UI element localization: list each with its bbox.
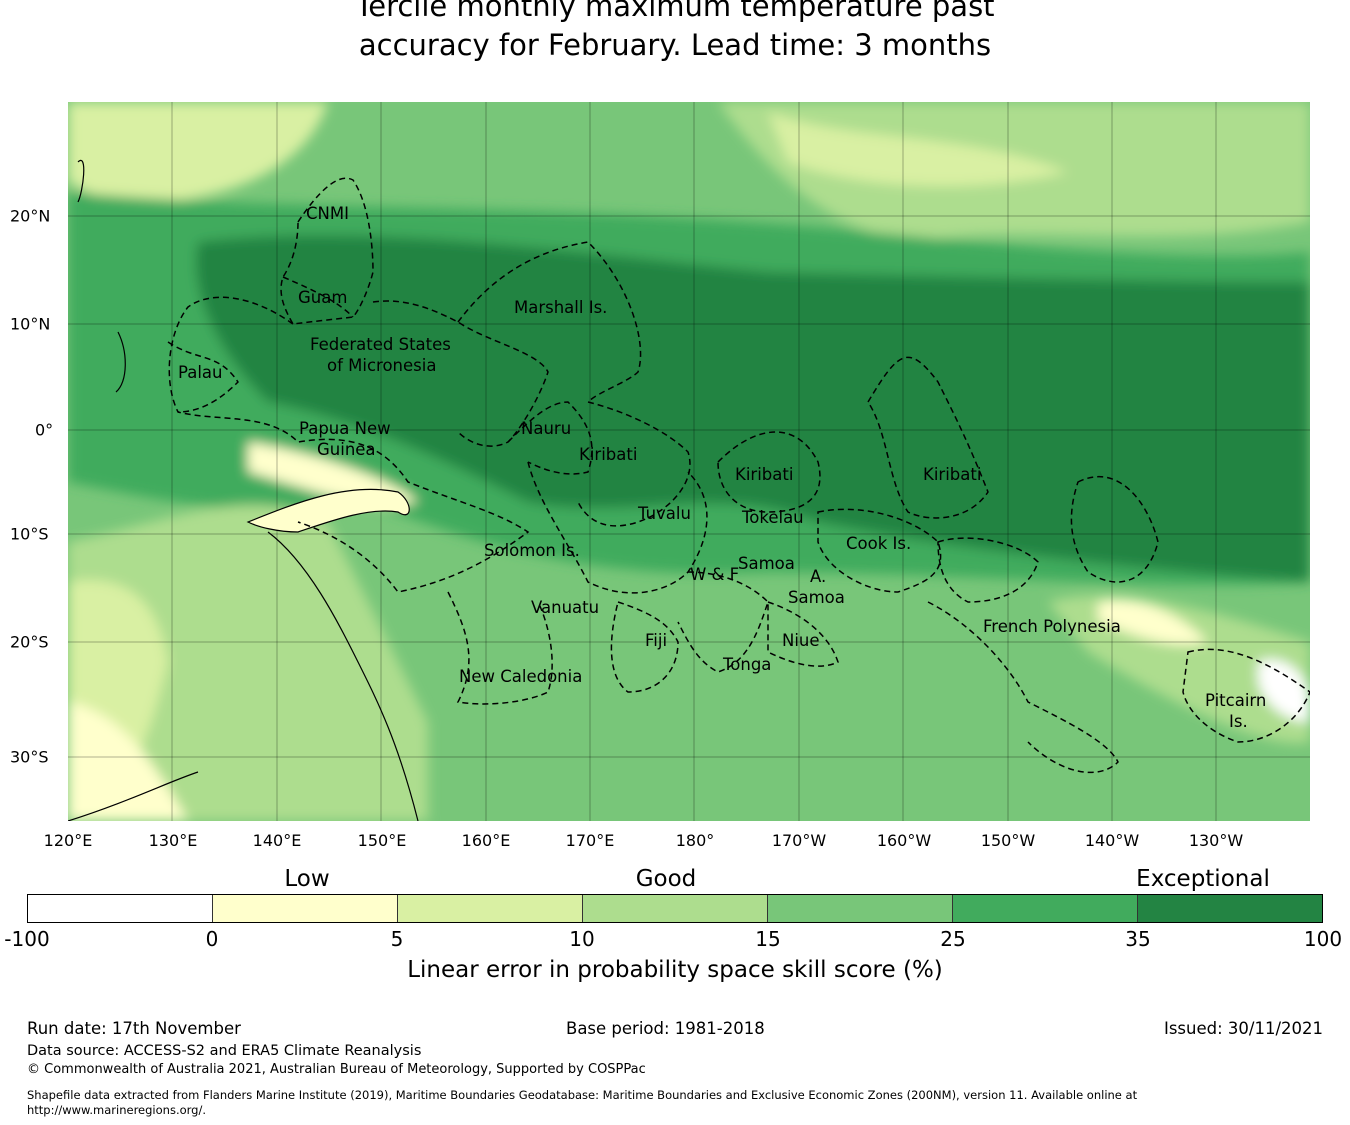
colorbar-segment	[398, 895, 583, 922]
data-source: Data source: ACCESS-S2 and ERA5 Climate …	[27, 1043, 422, 1059]
label-pitcairn-1: Pitcairn	[1205, 691, 1266, 710]
graticule	[68, 102, 1310, 821]
label-tuvalu: Tuvalu	[637, 504, 691, 523]
lon-label: 160°W	[876, 831, 932, 850]
category-low: Low	[284, 866, 330, 892]
colorbar-tick: 100	[1303, 927, 1343, 951]
shapefile-credit: Shapefile data extracted from Flanders M…	[27, 1088, 1138, 1117]
label-kiribati-central: Kiribati	[735, 465, 793, 484]
label-solomon: Solomon Is.	[484, 541, 580, 560]
copyright: © Commonwealth of Australia 2021, Austra…	[27, 1062, 646, 1077]
lon-label: 120°E	[43, 831, 93, 850]
label-fsm-2: of Micronesia	[327, 356, 436, 375]
colorbar-label: Linear error in probability space skill …	[407, 957, 943, 983]
lon-label: 130°E	[148, 831, 198, 850]
label-american-samoa-2: Samoa	[788, 588, 845, 607]
colorbar-tick: 0	[205, 927, 219, 951]
eez-boundaries	[167, 177, 1310, 774]
colorbar-tick: -100	[4, 927, 50, 951]
label-tonga: Tonga	[722, 655, 771, 674]
label-png-2: Guinea	[317, 440, 376, 459]
lat-label: 10°S	[10, 524, 49, 544]
label-vanuatu: Vanuatu	[531, 598, 599, 617]
colorbar-tick: 15	[755, 927, 781, 951]
colorbar	[27, 894, 1323, 923]
category-exceptional: Exceptional	[1136, 866, 1270, 892]
base-period: Base period: 1981-2018	[566, 1019, 765, 1038]
lon-label: 140°E	[252, 831, 302, 850]
lon-label: 170°E	[565, 831, 615, 850]
lon-label: 130°W	[1188, 831, 1244, 850]
lon-label: 170°W	[771, 831, 827, 850]
title-line-2: accuracy for February. Lead time: 3 mont…	[358, 28, 992, 62]
label-pitcairn-2: Is.	[1229, 712, 1248, 731]
colorbar-tick: 25	[940, 927, 966, 951]
label-fiji: Fiji	[645, 631, 667, 650]
label-cnmi: CNMI	[306, 204, 349, 223]
colorbar-segment	[28, 895, 213, 922]
label-american-samoa-1: A.	[810, 567, 826, 586]
label-cook: Cook Is.	[846, 534, 911, 553]
title-line-1: Tercile monthly maximum temperature past	[355, 0, 995, 23]
label-kiribati-west: Kiribati	[579, 445, 637, 464]
lon-label: 140°W	[1084, 831, 1140, 850]
colorbar-segment	[1138, 895, 1322, 922]
colorbar-tick: 35	[1125, 927, 1151, 951]
colorbar-tick: 10	[569, 927, 595, 951]
label-fsm-1: Federated States	[310, 335, 451, 354]
label-french-polynesia: French Polynesia	[983, 617, 1121, 636]
label-samoa: Samoa	[738, 554, 795, 573]
colorbar-segment	[768, 895, 953, 922]
lon-label: 160°E	[461, 831, 511, 850]
run-date: Run date: 17th November	[27, 1019, 241, 1038]
label-palau: Palau	[178, 363, 222, 382]
label-niue: Niue	[782, 631, 820, 650]
lat-label: 20°N	[10, 206, 51, 226]
issued-date: Issued: 30/11/2021	[1163, 1019, 1323, 1038]
colorbar-segment	[213, 895, 398, 922]
region-labels: CNMI Guam Marshall Is. Federated States …	[178, 204, 1266, 731]
label-marshall: Marshall Is.	[514, 298, 607, 317]
label-kiribati-east: Kiribati	[923, 465, 981, 484]
colorbar-segment	[953, 895, 1138, 922]
coastlines	[68, 159, 419, 821]
skill-score-map: CNMI Guam Marshall Is. Federated States …	[68, 102, 1310, 821]
lat-label: 0°	[35, 420, 54, 440]
lat-label: 30°S	[10, 747, 49, 767]
lon-label: 150°E	[357, 831, 407, 850]
lat-label: 20°S	[10, 632, 49, 652]
label-tokelau: Tokelau	[741, 508, 804, 527]
lat-label: 10°N	[10, 314, 51, 334]
colorbar-segment	[583, 895, 768, 922]
colorbar-tick: 5	[390, 927, 404, 951]
lon-label: 180°	[675, 831, 715, 850]
lon-label: 150°W	[980, 831, 1036, 850]
label-nauru: Nauru	[521, 419, 571, 438]
label-guam: Guam	[298, 288, 347, 307]
label-png-1: Papua New	[299, 419, 391, 438]
label-wallis-futuna: W & F	[690, 565, 739, 584]
label-new-caledonia: New Caledonia	[459, 667, 582, 686]
category-good: Good	[635, 866, 697, 892]
